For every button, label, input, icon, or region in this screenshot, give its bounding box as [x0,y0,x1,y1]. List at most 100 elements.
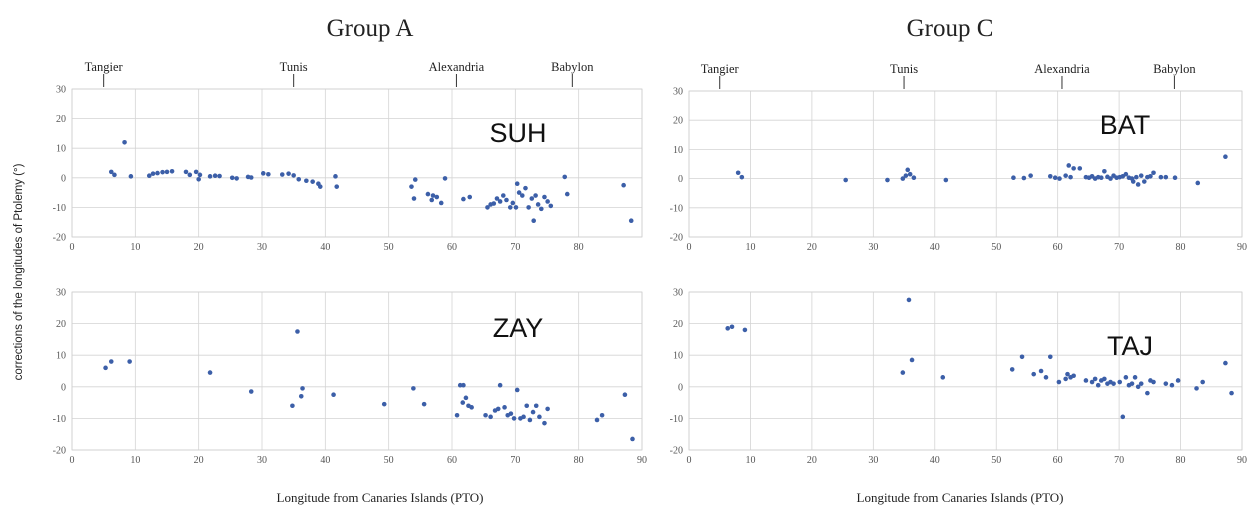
data-point [412,177,418,182]
x-tick-label: 70 [510,242,520,253]
data-point [495,406,501,412]
data-point [900,176,906,181]
x-tick-label: 10 [745,455,755,466]
data-point [1047,173,1053,179]
x-tick-label: 80 [574,455,584,466]
data-point [1135,384,1141,390]
data-point [943,177,949,183]
data-point [112,172,117,178]
data-point [291,173,296,178]
data-point [1134,174,1139,180]
data-point [527,417,533,423]
data-point [1123,171,1129,177]
data-point [542,420,547,426]
data-point [1120,414,1126,420]
y-tick-label: 30 [673,87,683,98]
data-point [545,406,550,412]
data-point [526,205,531,210]
data-point [1163,174,1169,180]
x-tick-label: 40 [320,242,330,253]
data-point [511,416,517,421]
data-point [630,436,635,442]
plot-frame [688,291,1243,451]
data-point [508,411,514,416]
data-point [310,179,315,184]
data-point [207,174,213,179]
x-tick-label: 60 [447,242,457,253]
data-point [907,171,913,177]
data-point [491,201,497,206]
x-tick-label: 70 [1114,455,1124,466]
data-point [1028,173,1033,178]
data-point [524,403,530,409]
data-point [160,169,165,175]
data-point [1151,379,1156,385]
data-point [409,184,414,189]
data-point [483,412,488,418]
data-point [1172,175,1178,181]
data-point [381,401,387,407]
x-tick-label: 60 [447,455,457,466]
data-point [1111,381,1116,386]
data-point [411,196,417,201]
city-label-babylon: Babylon [551,60,594,74]
plot-frame [71,88,643,238]
data-point [628,218,634,224]
city-label-alexandria: Alexandria [429,60,485,74]
y-tick-label: 10 [56,144,66,155]
city-label-tangier: Tangier [701,62,740,76]
city-label-tangier: Tangier [85,60,124,74]
data-point [207,370,213,375]
data-point [196,176,201,182]
group-c-x-axis-label: Longitude from Canaries Islands (PTO) [857,490,1064,505]
data-point [1031,371,1037,377]
y-tick-label: 0 [678,174,683,185]
data-point [331,392,336,398]
group-a-x-axis-label: Longitude from Canaries Islands (PTO) [277,490,484,505]
data-point [906,297,912,303]
data-point [497,382,503,388]
x-tick-label: 60 [1053,242,1063,253]
panel-label-bat: BAT [1100,110,1151,140]
data-point [1175,378,1181,383]
data-point [1129,381,1135,386]
data-point [516,190,522,195]
data-point [1038,368,1044,374]
data-point [494,196,500,201]
y-tick-label: 20 [56,114,66,125]
data-point [434,194,440,200]
x-tick-label: 80 [1176,242,1186,253]
data-point [1148,173,1153,179]
data-point [548,203,554,209]
x-tick-label: 0 [70,242,75,253]
data-point [279,172,285,177]
data-point [885,177,890,183]
data-point [523,185,528,191]
data-point [1066,163,1072,168]
data-point [1117,379,1123,385]
data-point [735,170,741,176]
y-tick-label: 20 [56,319,66,330]
data-point [304,178,309,184]
data-point [535,202,541,207]
data-point [909,357,915,363]
data-point [1063,376,1068,382]
data-point [1057,176,1062,181]
data-point [146,173,152,179]
data-point [1077,166,1083,171]
data-point [1056,379,1062,385]
data-point [286,171,291,176]
data-point [1102,376,1107,382]
data-point [298,393,304,399]
data-point [248,175,254,180]
y-tick-label: -10 [53,203,66,214]
x-tick-label: 10 [130,455,140,466]
data-point [469,405,474,410]
data-point [421,401,427,407]
data-point [501,193,506,198]
data-point [1132,375,1138,380]
data-point [843,177,848,183]
x-tick-label: 80 [574,242,584,253]
x-tick-label: 10 [130,242,140,253]
